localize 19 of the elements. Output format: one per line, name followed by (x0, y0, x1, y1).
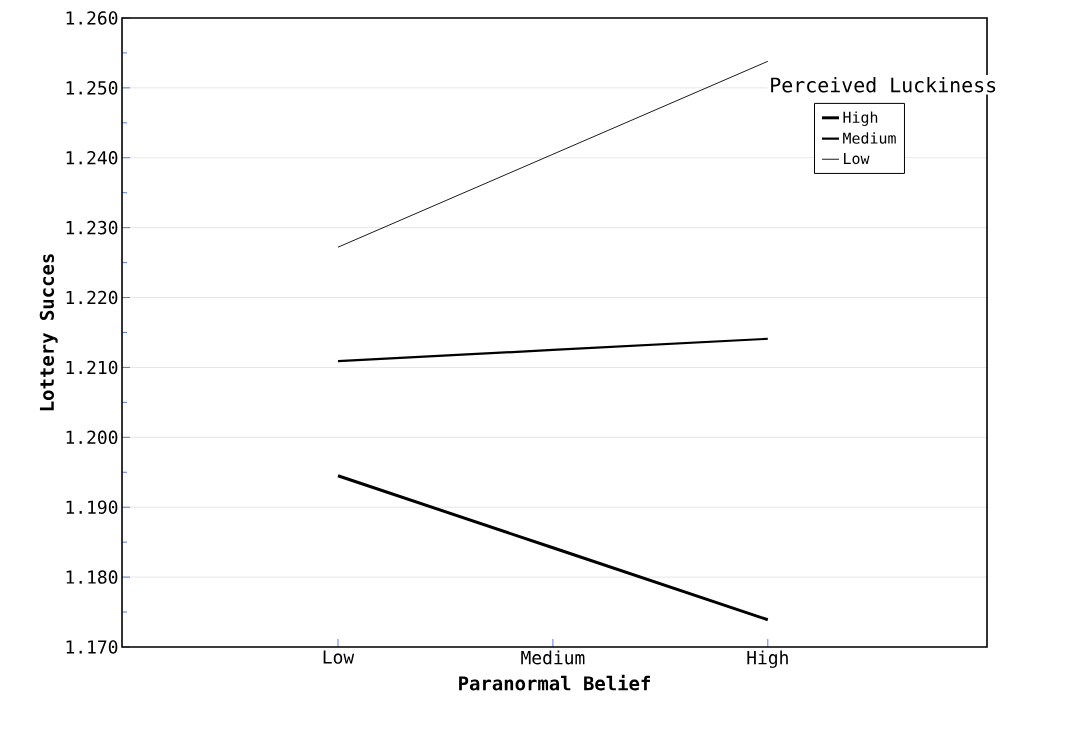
x-tick-label: Medium (521, 650, 585, 665)
x-axis-title: Paranormal Belief (459, 674, 650, 691)
legend-label: Medium (843, 132, 896, 144)
legend-title: Perceived Luckiness (771, 77, 996, 93)
y-tick-label: 1.200 (66, 430, 118, 445)
y-tick-label: 1.210 (66, 360, 118, 375)
legend-label: High (843, 111, 878, 126)
y-axis-title: Lottery Succes (39, 254, 58, 411)
y-tick-label: 1.170 (66, 640, 118, 654)
y-tick-label: 1.240 (66, 150, 118, 165)
y-tick-label: 1.220 (66, 290, 118, 305)
y-tick-label: 1.250 (66, 81, 118, 95)
y-tick-label: 1.260 (66, 11, 118, 25)
y-tick-label: 1.190 (66, 500, 118, 514)
legend-label: Low (844, 153, 870, 165)
y-tick-label: 1.230 (66, 220, 118, 235)
y-tick-label: 1.180 (66, 570, 118, 584)
x-tick-label: Low (323, 650, 355, 664)
x-tick-label: High (747, 650, 788, 668)
